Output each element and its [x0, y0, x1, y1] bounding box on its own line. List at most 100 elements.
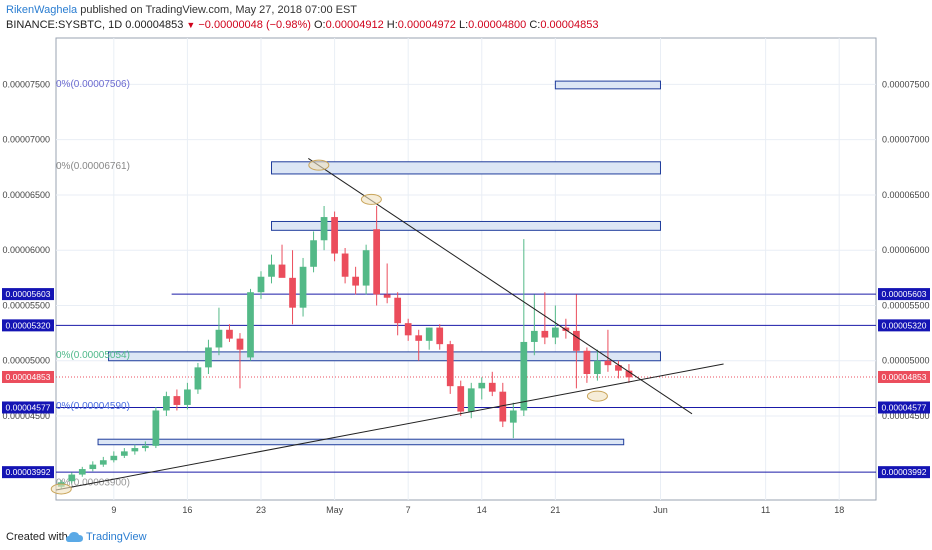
candle-body — [478, 382, 486, 389]
y-tick-label-left: 0.00005000 — [2, 356, 50, 366]
touch-ellipse — [50, 483, 72, 495]
candle-body — [446, 344, 454, 387]
current-price-label-right: 0.00004853 — [882, 372, 927, 382]
candle-body — [257, 276, 265, 293]
y-tick-label-right: 0.00007500 — [882, 79, 930, 89]
open-label: O: — [313, 19, 326, 31]
high-value: 0.00004972 — [397, 19, 456, 31]
candle-body — [530, 330, 538, 342]
x-tick-label: Jun — [653, 505, 668, 515]
level-label-left-bg — [2, 319, 54, 332]
low-label: L: — [458, 19, 469, 31]
chart-header: RikenWaghela published on TradingView.co… — [0, 0, 932, 34]
candle-body — [562, 327, 570, 331]
y-tick-label-right: 0.00005000 — [882, 356, 930, 366]
y-tick-label-left: 0.00007500 — [2, 79, 50, 89]
fib-level-label: 0%(0.00004590) — [56, 401, 130, 412]
x-tick-label: May — [326, 505, 344, 515]
level-label-right-bg — [878, 466, 930, 479]
x-tick-label: 16 — [182, 505, 192, 515]
candle-body — [488, 382, 496, 392]
candle-body — [278, 264, 286, 278]
current-price-label-left: 0.00004853 — [6, 372, 51, 382]
current-price-label-left-bg — [2, 370, 54, 383]
level-label-left: 0.00005320 — [6, 320, 51, 330]
level-label-right: 0.00004577 — [882, 402, 927, 412]
y-tick-label-right: 0.00007000 — [882, 135, 930, 145]
level-label-right-bg — [878, 319, 930, 332]
x-tick-label: 7 — [406, 505, 411, 515]
level-label-left-bg — [2, 466, 54, 479]
candle-body — [268, 264, 275, 277]
y-tick-label-left: 0.00005500 — [2, 300, 50, 310]
candle-body — [215, 329, 223, 348]
close-label: C: — [529, 19, 541, 31]
candle-body — [467, 388, 475, 412]
candle-body — [520, 341, 528, 411]
candle-body — [110, 455, 118, 461]
level-label-left-bg — [2, 288, 54, 301]
trendline — [55, 363, 724, 491]
candle-body — [173, 396, 181, 405]
candle-body — [499, 391, 507, 422]
touch-ellipse — [308, 159, 330, 171]
level-label-right-bg — [878, 288, 930, 301]
candle-body — [152, 410, 160, 446]
candle-body — [99, 460, 107, 465]
last-price: 0.00004853 — [125, 19, 184, 31]
touch-ellipse — [586, 390, 608, 402]
x-tick-label: 14 — [477, 505, 487, 515]
level-label-left: 0.00004577 — [6, 402, 51, 412]
candle-body — [615, 365, 622, 371]
candle-body — [457, 386, 465, 412]
candle-body — [394, 297, 402, 324]
candle-body — [404, 323, 412, 336]
candle-body — [415, 335, 423, 341]
current-price-label-right-bg — [878, 370, 930, 383]
candle-body — [594, 360, 601, 374]
close-value: 0.00004853 — [540, 19, 599, 31]
zone-rectangle — [97, 438, 625, 446]
x-tick-label: 18 — [834, 505, 844, 515]
candle-body — [310, 240, 317, 267]
candle-body — [551, 327, 559, 338]
down-arrow-icon: ▼ — [186, 20, 196, 30]
x-tick-label: 11 — [761, 505, 770, 515]
candle-body — [194, 367, 202, 390]
plot-area — [55, 37, 877, 501]
zone-rectangle — [554, 80, 661, 90]
candle-body — [331, 217, 338, 254]
y-tick-label-left: 0.00006000 — [2, 245, 50, 255]
candle-body — [68, 474, 76, 482]
level-label-right: 0.00003992 — [882, 467, 927, 477]
level-label-left: 0.00003992 — [6, 467, 51, 477]
y-tick-label-left: 0.00007000 — [2, 135, 50, 145]
chart-footer: Created with TradingView — [0, 526, 932, 550]
y-tick-label-right: 0.00006500 — [882, 190, 930, 200]
x-tick-label: 23 — [256, 505, 266, 515]
zone-rectangle — [271, 161, 661, 175]
fib-level-label: 0%(0.00007506) — [56, 79, 130, 90]
candle-body — [226, 329, 233, 339]
candle-body — [541, 330, 549, 338]
candle-body — [436, 327, 444, 345]
high-label: H: — [386, 19, 398, 31]
low-value: 0.00004800 — [468, 19, 527, 31]
candle-body — [205, 347, 212, 368]
candle-body — [131, 448, 139, 452]
candle-body — [289, 277, 296, 308]
tradingview-brand[interactable]: TradingView — [86, 531, 147, 543]
x-tick-label: 21 — [550, 505, 560, 515]
candle-body — [320, 217, 328, 241]
candle-body — [141, 445, 149, 449]
candle-body — [583, 350, 591, 374]
candle-body — [163, 396, 170, 411]
price-change: −0.00000048 (−0.98%) — [198, 19, 311, 31]
x-tick-label: 9 — [111, 505, 116, 515]
level-label-right: 0.00005320 — [882, 320, 927, 330]
candle-body — [299, 266, 307, 308]
candle-body — [120, 451, 128, 456]
tradingview-cloud-icon — [66, 532, 83, 542]
author-link[interactable]: RikenWaghela — [6, 4, 78, 16]
